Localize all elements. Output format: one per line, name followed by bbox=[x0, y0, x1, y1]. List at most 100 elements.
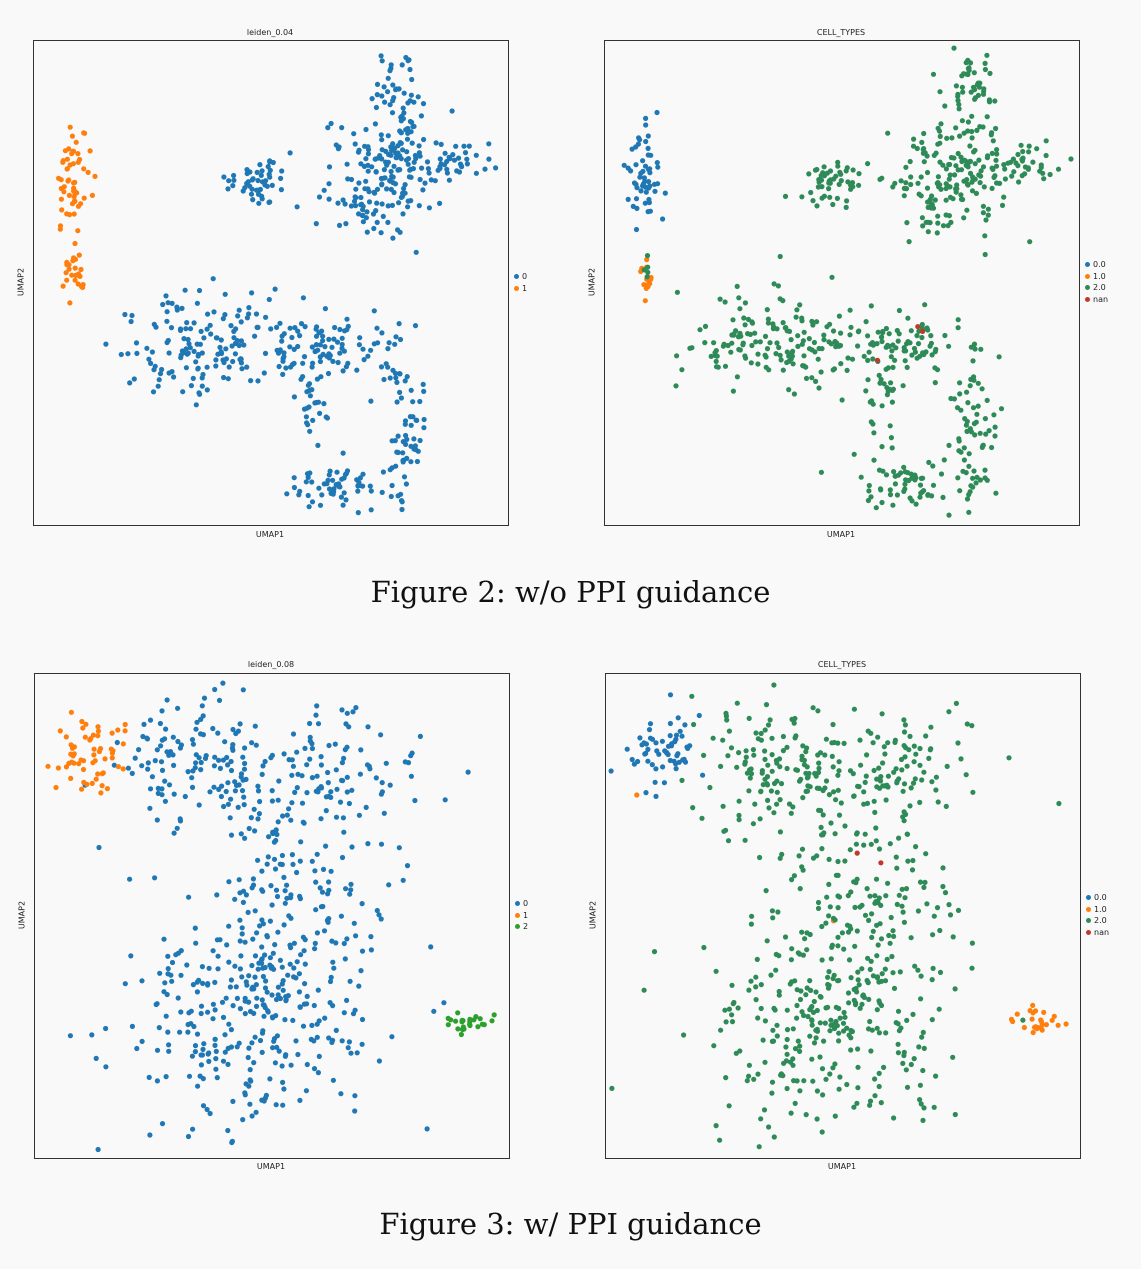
scatter-point-series-2.0 bbox=[644, 253, 651, 259]
scatter-point-series-0 bbox=[341, 829, 347, 835]
scatter-point-series-0 bbox=[226, 959, 232, 965]
scatter-point-series-2.0 bbox=[984, 155, 990, 161]
scatter-point-series-0 bbox=[256, 960, 262, 966]
scatter-point-series-0 bbox=[348, 203, 354, 209]
scatter-point-series-0 bbox=[326, 351, 332, 357]
scatter-point-series-2.0 bbox=[998, 406, 1005, 412]
scatter-point-series-0 bbox=[302, 961, 308, 967]
scatter-point-series-0 bbox=[313, 333, 320, 339]
scatter-point-series-2.0 bbox=[778, 357, 784, 363]
scatter-point-series-0 bbox=[128, 953, 134, 959]
scatter-point-series-2.0 bbox=[997, 180, 1003, 186]
scatter-point-series-0 bbox=[493, 165, 499, 171]
scatter-point-series-2.0 bbox=[847, 307, 853, 313]
scatter-point-series-0 bbox=[290, 861, 296, 867]
scatter-point-series-2.0 bbox=[977, 430, 983, 436]
scatter-point-series-0.0 bbox=[628, 168, 634, 174]
scatter-point-series-2.0 bbox=[964, 177, 970, 183]
scatter-point-series-2.0 bbox=[876, 1083, 882, 1090]
scatter-point-series-0 bbox=[240, 1117, 246, 1123]
scatter-point-series-2.0 bbox=[949, 135, 955, 141]
scatter-point-series-0 bbox=[199, 703, 205, 709]
scatter-point-series-0 bbox=[257, 162, 263, 168]
scatter-point-series-0 bbox=[401, 185, 407, 192]
scatter-point-series-2.0 bbox=[822, 1020, 828, 1026]
scatter-point-series-0 bbox=[327, 1000, 333, 1006]
scatter-point-series-0 bbox=[273, 887, 280, 893]
scatter-point-series-2.0 bbox=[816, 807, 822, 813]
scatter-point-series-2.0 bbox=[985, 206, 991, 212]
scatter-point-series-0 bbox=[357, 771, 363, 777]
scatter-point-series-2.0 bbox=[870, 973, 876, 979]
scatter-point-series-0 bbox=[187, 326, 194, 332]
scatter-point-series-0 bbox=[330, 491, 336, 497]
scatter-point-series-0 bbox=[437, 165, 443, 171]
scatter-point-series-0 bbox=[241, 766, 248, 772]
scatter-point-series-2.0 bbox=[1068, 156, 1074, 162]
scatter-point-series-0 bbox=[243, 892, 249, 898]
scatter-point-series-2.0 bbox=[941, 457, 947, 463]
scatter-point-series-2.0 bbox=[922, 150, 928, 156]
scatter-point-series-0 bbox=[242, 760, 248, 767]
scatter-point-series-0 bbox=[183, 346, 189, 352]
scatter-point-series-0 bbox=[295, 771, 301, 777]
scatter-point-series-0 bbox=[271, 839, 277, 845]
scatter-point-series-2.0 bbox=[935, 220, 941, 226]
scatter-point-series-0 bbox=[159, 767, 166, 773]
scatter-point-series-2.0 bbox=[1038, 162, 1044, 168]
scatter-point-series-0 bbox=[390, 367, 396, 373]
scatter-point-series-0 bbox=[405, 204, 411, 210]
scatter-point-series-2.0 bbox=[978, 168, 984, 174]
scatter-point-series-2.0 bbox=[1015, 163, 1021, 169]
scatter-point-series-0 bbox=[243, 1081, 249, 1087]
scatter-point-series-0 bbox=[374, 200, 380, 206]
scatter-point-series-2.0 bbox=[736, 346, 742, 353]
scatter-point-series-2.0 bbox=[883, 1030, 889, 1036]
scatter-point-series-0 bbox=[290, 763, 296, 769]
scatter-point-series-2.0 bbox=[784, 1051, 790, 1057]
scatter-point-series-2.0 bbox=[877, 778, 884, 784]
scatter-point-series-2.0 bbox=[921, 488, 927, 494]
scatter-point-series-nan bbox=[915, 324, 921, 330]
scatter-point-series-0 bbox=[409, 750, 415, 756]
scatter-point-series-0 bbox=[204, 1106, 210, 1113]
scatter-point-series-2.0 bbox=[803, 992, 809, 998]
scatter-point-series-2.0 bbox=[956, 436, 962, 442]
scatter-point-series-0 bbox=[144, 345, 150, 351]
scatter-point-series-0 bbox=[393, 155, 399, 161]
scatter-point-series-0 bbox=[275, 929, 281, 935]
legend-label: 1.0 bbox=[1093, 271, 1106, 281]
scatter-point-series-2.0 bbox=[958, 449, 964, 455]
scatter-point-series-2.0 bbox=[937, 969, 944, 975]
scatter-point-series-0 bbox=[264, 861, 270, 867]
scatter-point-series-2.0 bbox=[994, 147, 1000, 153]
legend-marker bbox=[1085, 262, 1090, 268]
scatter-point-series-0 bbox=[330, 477, 336, 483]
scatter-point-series-0.0 bbox=[677, 728, 683, 734]
scatter-point-series-0 bbox=[486, 156, 492, 162]
scatter-point-series-0 bbox=[141, 721, 147, 727]
scatter-point-series-0 bbox=[166, 782, 173, 788]
scatter-point-series-2.0 bbox=[760, 1037, 766, 1043]
scatter-point-series-2.0 bbox=[946, 176, 952, 182]
scatter-point-series-0 bbox=[304, 1061, 310, 1068]
scatter-point-series-2.0 bbox=[946, 161, 952, 168]
scatter-point-series-2.0 bbox=[864, 752, 870, 758]
scatter-point-series-1 bbox=[73, 272, 79, 278]
scatter-point-series-2.0 bbox=[821, 332, 827, 338]
scatter-point-series-2.0 bbox=[969, 135, 975, 141]
scatter-point-series-2.0 bbox=[865, 955, 871, 961]
scatter-point-series-2.0 bbox=[818, 469, 824, 475]
scatter-point-series-2.0 bbox=[848, 975, 854, 981]
scatter-point-series-0 bbox=[198, 767, 204, 773]
scatter-point-series-0 bbox=[230, 726, 236, 733]
scatter-point-series-0 bbox=[231, 177, 237, 183]
scatter-point-series-0 bbox=[323, 843, 329, 849]
scatter-point-series-2.0 bbox=[968, 89, 974, 95]
scatter-point-series-2.0 bbox=[827, 194, 833, 200]
scatter-point-series-0.0 bbox=[675, 751, 681, 757]
scatter-point-series-0 bbox=[453, 143, 459, 149]
scatter-point-series-2.0 bbox=[734, 764, 740, 770]
scatter-point-series-2.0 bbox=[924, 901, 930, 907]
scatter-point-series-0.0 bbox=[635, 141, 641, 147]
